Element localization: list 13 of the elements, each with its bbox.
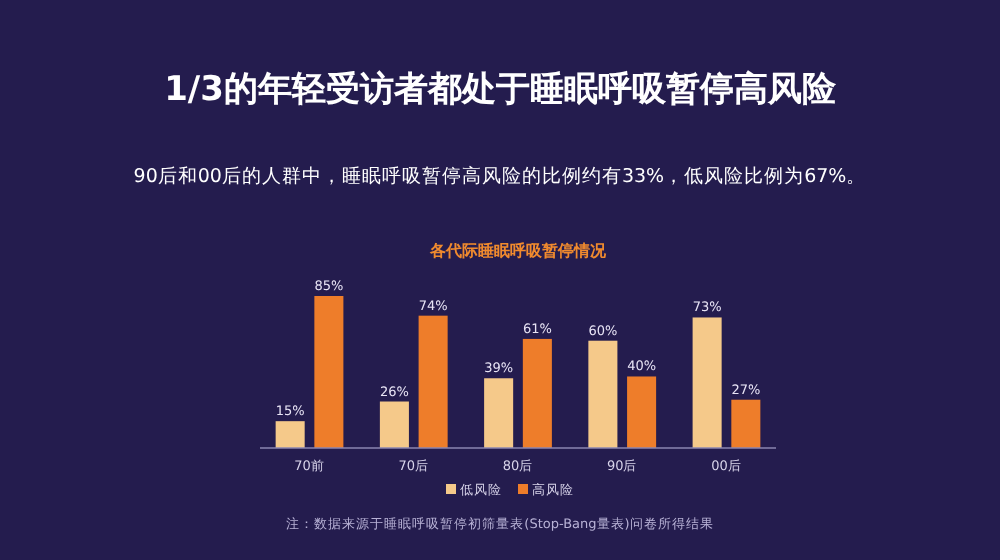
bar [731, 399, 761, 448]
bar [522, 338, 552, 448]
bar [314, 296, 344, 448]
bar [379, 401, 409, 448]
chart-title: 1/3的年轻受访者都处于睡眠呼吸暂停高风险 [164, 70, 838, 110]
bar [484, 378, 514, 448]
bar [418, 315, 448, 448]
bar [275, 421, 305, 448]
bar [588, 340, 618, 448]
bar [692, 317, 722, 448]
bar [627, 376, 657, 448]
x-axis-title: 各代际睡眠呼吸暂停情况 [428, 242, 608, 260]
chart-subtitle: 90后和00后的人群中，睡眠呼吸暂停高风险的比例约有33%，低风险比例为67%。 [133, 164, 867, 188]
